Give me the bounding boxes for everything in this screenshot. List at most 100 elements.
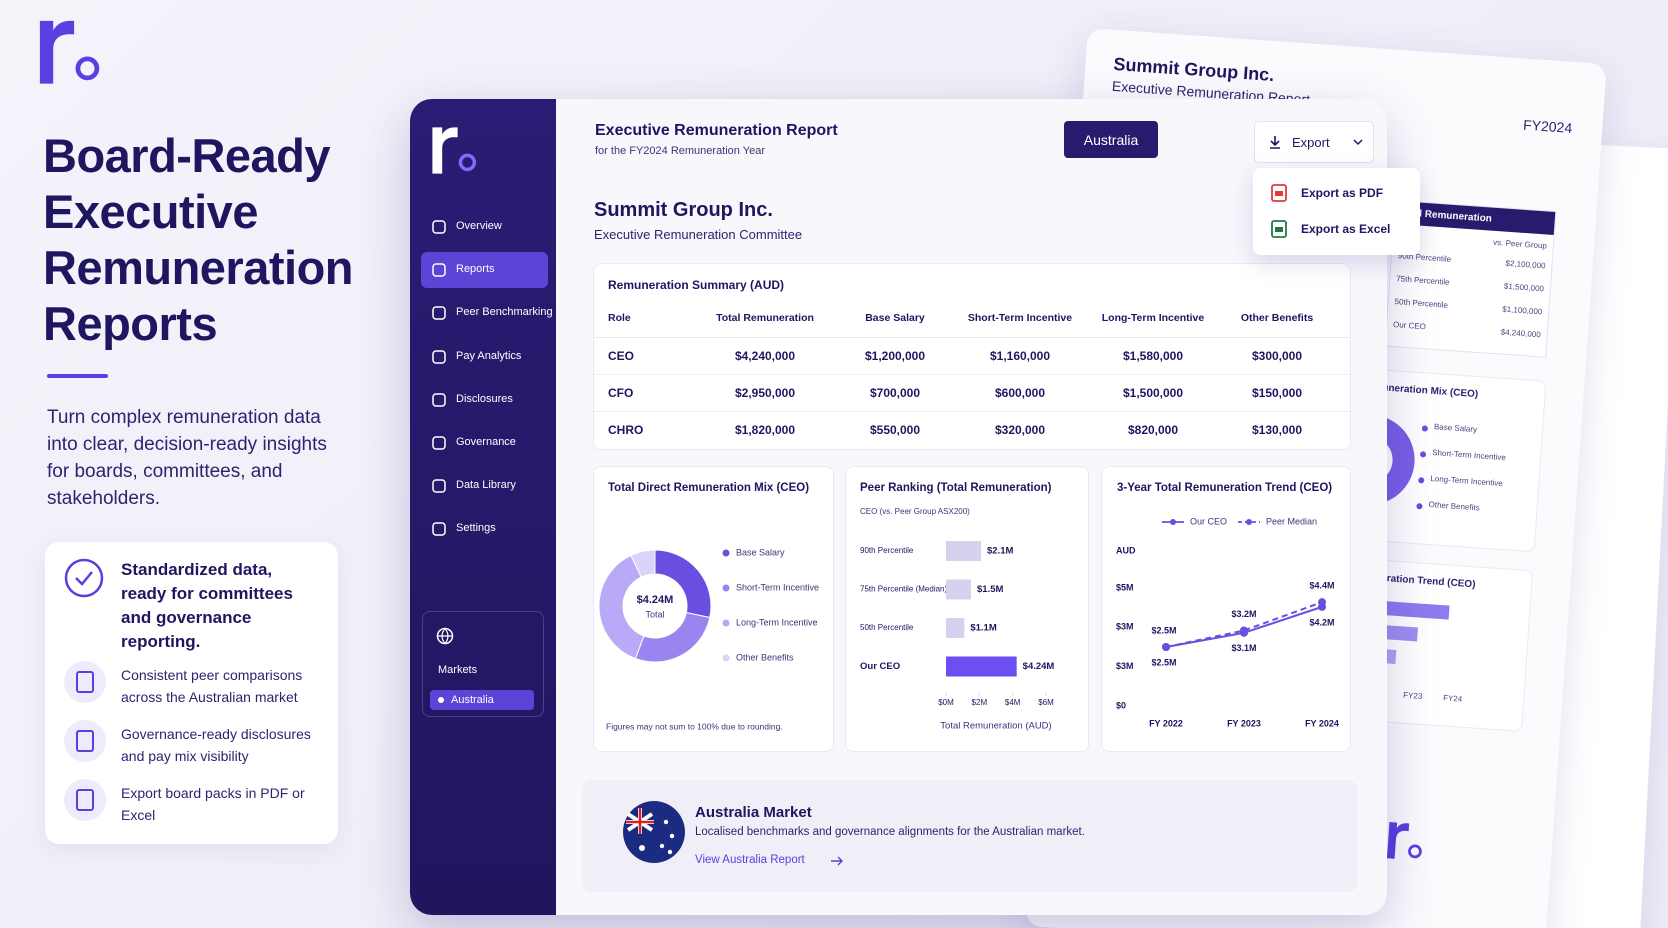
table-cell: $150,000 bbox=[1251, 386, 1303, 400]
markets-label: Markets bbox=[438, 664, 478, 676]
category-label: 90th Percentile bbox=[860, 546, 914, 555]
table-cell: $2,950,000 bbox=[734, 386, 796, 400]
table-title: Remuneration Summary (AUD) bbox=[608, 278, 785, 292]
value-label: $4.4M bbox=[1309, 581, 1334, 591]
export-option[interactable]: Export as Excel bbox=[1253, 212, 1420, 246]
feature-item: Governance-ready disclosures and pay mix… bbox=[121, 726, 311, 764]
file bbox=[1271, 220, 1287, 238]
nav-item[interactable]: Data Library bbox=[421, 468, 548, 504]
x-tick-label: FY 2023 bbox=[1227, 718, 1261, 728]
logo-r bbox=[432, 127, 458, 174]
value-label: $4.24M bbox=[1023, 661, 1055, 672]
table-cell: $700,000 bbox=[869, 386, 921, 400]
table-cell: $1,500,000 bbox=[1122, 386, 1184, 400]
category-label: 75th Percentile (Median) bbox=[860, 585, 947, 594]
nav-item[interactable]: Overview bbox=[421, 209, 548, 245]
export-option[interactable]: Export as PDF bbox=[1253, 176, 1420, 210]
export-label: Export bbox=[1292, 135, 1330, 150]
logo bbox=[1386, 822, 1422, 859]
export-option-label: Export as Excel bbox=[1301, 222, 1391, 236]
company-name: Summit Group Inc. bbox=[594, 199, 773, 221]
point bbox=[1318, 598, 1326, 607]
nav-icon bbox=[432, 263, 446, 277]
value-label: $1.1M bbox=[970, 623, 996, 634]
nav-label: Disclosures bbox=[456, 392, 513, 405]
nav-icon bbox=[432, 220, 446, 234]
doc-trend-year: FY24 bbox=[1442, 693, 1463, 704]
chart-title: Peer Ranking (Total Remuneration) bbox=[860, 482, 1052, 494]
chart-note: Figures may not sum to 100% due to round… bbox=[606, 721, 783, 731]
nav-item[interactable]: Pay Analytics bbox=[421, 339, 548, 375]
doc-year: FY2024 bbox=[1522, 116, 1573, 137]
nav-item[interactable]: Settings bbox=[421, 511, 548, 547]
file bbox=[1271, 184, 1287, 202]
nav-item[interactable]: Disclosures bbox=[421, 382, 548, 418]
category-label: 50th Percentile bbox=[860, 623, 914, 632]
nav-item[interactable]: Peer Benchmarking bbox=[421, 295, 553, 331]
legend-dot bbox=[1416, 503, 1423, 510]
check-ring bbox=[64, 558, 104, 598]
x-tick-label: $6M bbox=[1038, 698, 1054, 707]
value-label: $3.2M bbox=[1231, 609, 1256, 619]
download-icon bbox=[1270, 136, 1280, 149]
committee: Executive Remuneration Committee bbox=[594, 227, 803, 242]
region-label: Australia bbox=[1083, 132, 1139, 148]
bar-chart: CEO (vs. Peer Group ASX200) 90th Percenti… bbox=[860, 507, 1055, 731]
y-axis-label: $3M bbox=[1116, 622, 1134, 632]
legend-label: Short-Term Incentive bbox=[736, 582, 819, 592]
flag-star bbox=[663, 819, 669, 825]
region-button[interactable]: Australia bbox=[1064, 121, 1158, 158]
trend-card: AUD $5M $3M $3M $0 FY 2022 FY 2023 FY 2024 Our C… bbox=[1101, 466, 1351, 752]
legend-label: Our CEO bbox=[1190, 516, 1227, 526]
icon-shape bbox=[76, 671, 94, 693]
australia-flag bbox=[623, 801, 685, 863]
table-cell: Long-Term Incentive bbox=[1101, 312, 1205, 324]
flag-star bbox=[659, 843, 665, 849]
export-menu: Export as PDF Export as Excel bbox=[1253, 168, 1420, 255]
value-label: $2.5M bbox=[1151, 657, 1176, 667]
value-label: $4.2M bbox=[1309, 617, 1334, 627]
point bbox=[1162, 643, 1170, 651]
export-button[interactable]: Export bbox=[1254, 121, 1374, 163]
table-cell: Total Remuneration bbox=[716, 312, 814, 324]
line-chart: AUD $5M $3M $3M $0 FY 2022 FY 2023 FY 2024 Our C… bbox=[1116, 516, 1339, 728]
check-icon bbox=[64, 558, 104, 598]
legend-marker bbox=[1246, 519, 1252, 525]
icon-bg bbox=[64, 779, 106, 821]
link-arrow bbox=[831, 856, 843, 866]
logo-r bbox=[1386, 822, 1410, 859]
doc-cell: $2,100,000 bbox=[1505, 258, 1546, 271]
bar bbox=[946, 618, 965, 638]
market-dot bbox=[438, 697, 444, 703]
nav-icon bbox=[432, 522, 446, 537]
doc-cell: 75th Percentile bbox=[1395, 274, 1450, 287]
nav-icon-shape bbox=[432, 349, 446, 364]
legend-dot bbox=[1419, 451, 1427, 458]
market-pill[interactable]: Australia bbox=[430, 690, 534, 710]
logo bbox=[39, 20, 100, 84]
nav-label: Overview bbox=[456, 220, 502, 232]
value-label: $1.5M bbox=[977, 584, 1003, 595]
report-title: Executive Remuneration Report bbox=[595, 122, 838, 139]
export-option-label: Export as PDF bbox=[1301, 186, 1384, 200]
x-tick-label: $2M bbox=[972, 698, 988, 707]
legend-dot bbox=[1421, 425, 1429, 432]
summary-table: Remuneration Summary (AUD) Role Total Remu… bbox=[593, 263, 1351, 450]
nav-item[interactable]: Reports bbox=[421, 252, 548, 289]
nav-icon bbox=[432, 393, 446, 407]
table-cell: $1,820,000 bbox=[734, 423, 796, 437]
logo-o bbox=[75, 56, 100, 81]
y-axis-label: $3M bbox=[1116, 661, 1134, 671]
banner-link[interactable]: View Australia Report bbox=[695, 854, 805, 866]
icon-shape bbox=[76, 789, 94, 811]
markets-box: Markets Australia bbox=[422, 611, 544, 717]
mix-card: Base Salary Short-Term Incentive Long-Term… bbox=[593, 466, 834, 752]
nav-item[interactable]: Governance bbox=[421, 425, 548, 461]
doc-trend-year: FY23 bbox=[1402, 690, 1423, 701]
feature-highlight: Standardized data, ready for committees … bbox=[121, 560, 293, 651]
banner-title: Australia Market bbox=[695, 804, 812, 821]
legend-dot bbox=[722, 584, 730, 592]
series-line bbox=[1165, 601, 1323, 648]
flag-star bbox=[667, 849, 673, 855]
legend-dot bbox=[722, 654, 730, 662]
